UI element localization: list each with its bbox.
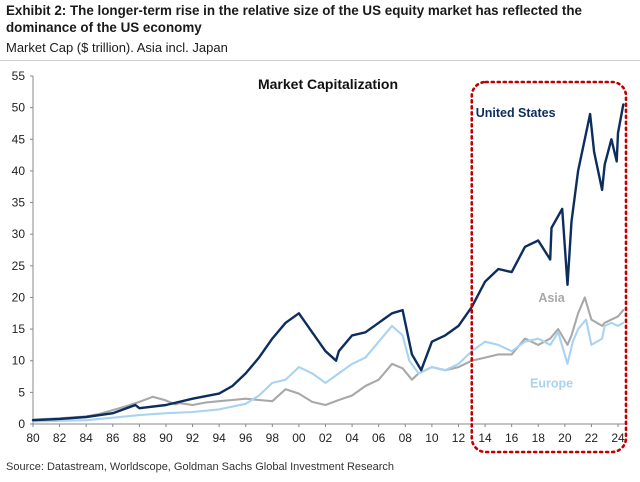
x-tick-label: 22 <box>585 431 599 445</box>
x-tick-label: 84 <box>80 431 94 445</box>
exhibit-title: Exhibit 2: The longer-term rise in the r… <box>6 3 582 35</box>
source-note: Source: Datastream, Worldscope, Goldman … <box>6 461 395 473</box>
x-tick-label: 82 <box>53 431 67 445</box>
y-tick-label: 5 <box>18 385 25 399</box>
chart-panel: 0 5 10 15 20 25 30 35 40 45 50 55 80 82 84 86 88 90 92 94 96… <box>0 60 640 458</box>
axes-layer: 0 5 10 15 20 25 30 35 40 45 50 55 80 82 84 86 88 90 92 94 96… <box>12 69 626 445</box>
x-tick-label: 98 <box>266 431 280 445</box>
y-tick-label: 50 <box>12 101 26 115</box>
x-tick-label: 96 <box>239 431 253 445</box>
y-tick-label: 55 <box>12 69 26 83</box>
y-tick-label: 35 <box>12 196 26 210</box>
x-tick-label: 94 <box>212 431 226 445</box>
x-tick-label: 80 <box>26 431 40 445</box>
series-line-europe <box>31 318 625 423</box>
x-tick-label: 14 <box>478 431 492 445</box>
market-cap-chart: 0 5 10 15 20 25 30 35 40 45 50 55 80 82 84 86 88 90 92 94 96… <box>12 69 628 454</box>
x-tick-label: 10 <box>425 431 439 445</box>
x-tick-label: 18 <box>532 431 546 445</box>
x-tick-label: 16 <box>505 431 519 445</box>
y-tick-label: 10 <box>12 354 26 368</box>
x-tick-label: 04 <box>345 431 359 445</box>
x-tick-label: 02 <box>319 431 333 445</box>
chart-title: Market Capitalization <box>258 76 398 92</box>
y-tick-label: 25 <box>12 259 26 273</box>
x-tick-label: 12 <box>452 431 466 445</box>
series-layer <box>31 103 625 423</box>
x-tick-label: 08 <box>399 431 413 445</box>
y-tick-label: 30 <box>12 227 26 241</box>
y-tick-label: 15 <box>12 322 26 336</box>
series-label-united-states: United States <box>476 106 556 120</box>
series-line-asia <box>31 296 625 421</box>
highlight-box <box>470 80 628 454</box>
series-label-europe: Europe <box>530 376 573 390</box>
series-line-united-states <box>31 103 625 422</box>
x-tick-label: 06 <box>372 431 386 445</box>
x-tick-label: 88 <box>133 431 147 445</box>
y-tick-label: 0 <box>18 417 25 431</box>
y-tick-label: 45 <box>12 132 26 146</box>
y-tick-label: 40 <box>12 164 26 178</box>
chart-subtitle: Market Cap ($ trillion). Asia incl. Japa… <box>6 40 228 55</box>
x-tick-label: 86 <box>106 431 120 445</box>
series-label-asia: Asia <box>538 291 565 305</box>
x-tick-label: 24 <box>611 431 625 445</box>
y-tick-label: 20 <box>12 290 26 304</box>
label-layer: Asia Europe United States <box>470 80 628 454</box>
x-tick-label: 20 <box>558 431 572 445</box>
x-tick-label: 90 <box>159 431 173 445</box>
x-tick-label: 00 <box>292 431 306 445</box>
x-tick-label: 92 <box>186 431 200 445</box>
